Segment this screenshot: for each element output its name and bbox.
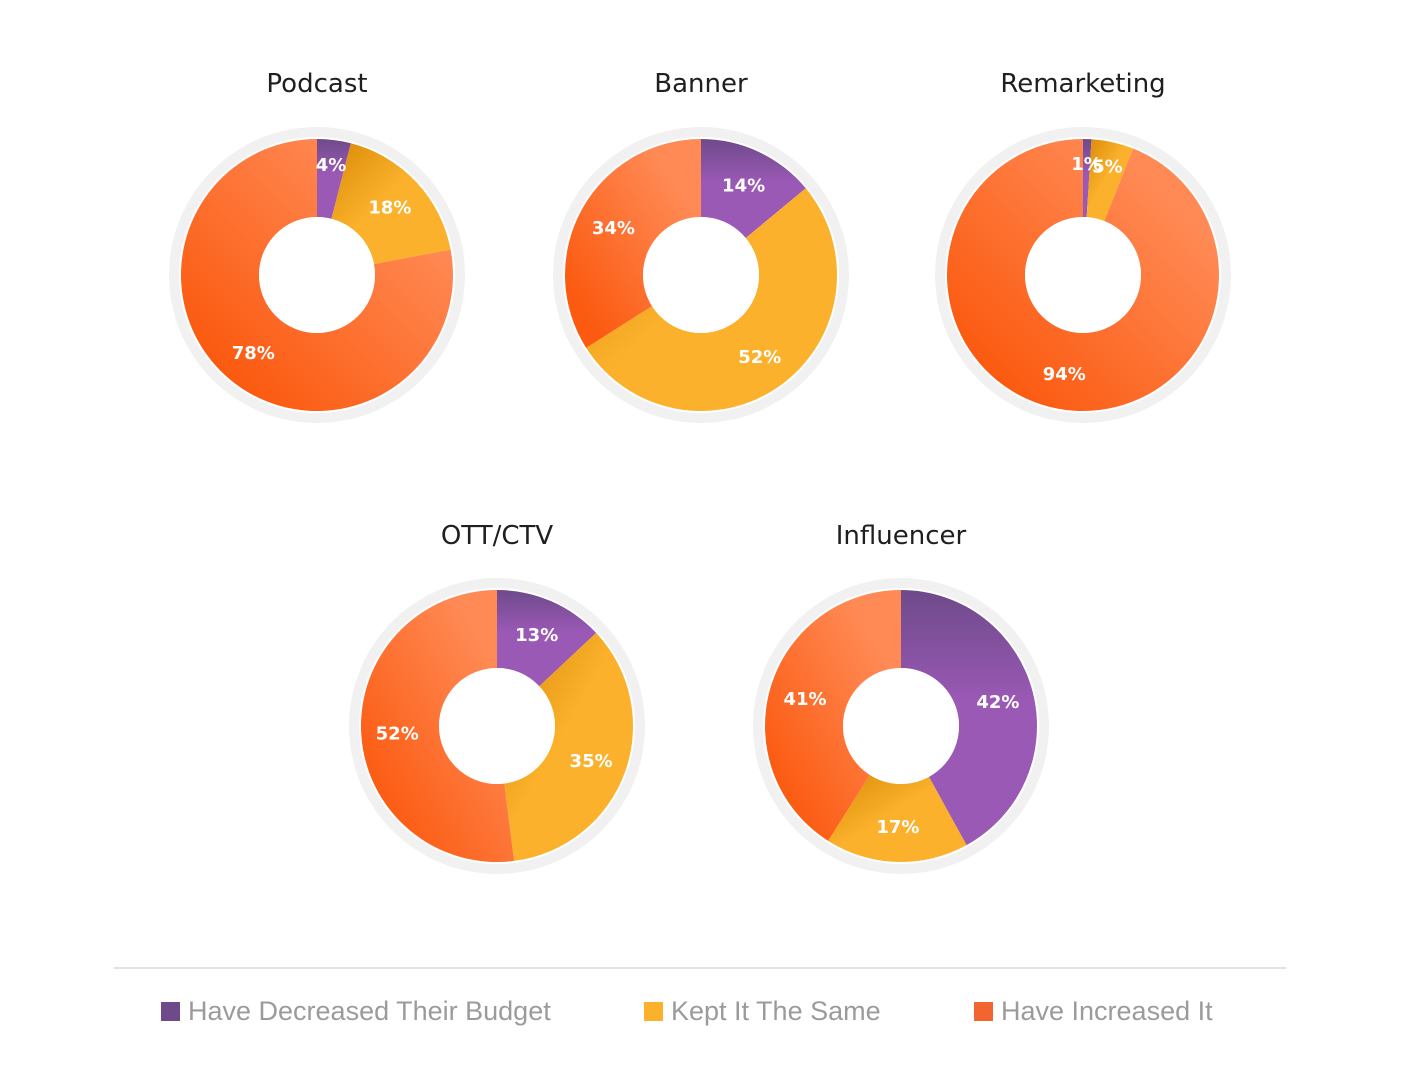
slice-banner-increased <box>565 139 701 348</box>
donut-chart-influencer: Influencer 42% 17% 41% <box>753 521 1049 874</box>
slice-label-banner-increased: 34% <box>592 218 635 239</box>
legend-item-same: Kept It The Same <box>644 996 881 1027</box>
slice-label-influencer-decreased: 42% <box>976 692 1019 713</box>
legend-item-increased: Have Increased It <box>974 996 1213 1027</box>
chart-title-podcast: Podcast <box>266 69 367 99</box>
slice-label-remarketing-decreased: 1% <box>1071 154 1102 175</box>
donut-hole-influencer <box>843 668 959 784</box>
slice-label-podcast-same: 18% <box>368 198 411 219</box>
donut-hole-remarketing <box>1025 217 1141 333</box>
slice-remarketing-decreased <box>1083 139 1092 218</box>
legend-label-decreased: Have Decreased Their Budget <box>188 996 551 1026</box>
slice-influencer-same <box>828 774 967 863</box>
slice-ott-ctv-increased <box>360 590 515 863</box>
slice-label-banner-same: 52% <box>738 347 781 368</box>
slice-label-ott-ctv-decreased: 13% <box>515 625 558 646</box>
slice-ott-ctv-decreased <box>497 590 597 687</box>
legend-divider <box>114 967 1286 969</box>
slice-podcast-decreased <box>317 139 351 219</box>
chart-title-banner: Banner <box>654 69 748 99</box>
donut-chart-banner: Banner 14% 52% 34% <box>553 69 849 423</box>
slice-label-remarketing-same: 5% <box>1092 157 1123 178</box>
slice-banner-same <box>586 188 838 412</box>
slice-label-ott-ctv-increased: 52% <box>376 723 419 744</box>
legend-swatch-same <box>644 1002 663 1021</box>
slice-label-influencer-same: 17% <box>876 817 919 838</box>
chart-title-remarketing: Remarketing <box>1000 69 1165 99</box>
chart-title-ott-ctv: OTT/CTV <box>441 521 554 551</box>
donut-hole-banner <box>643 217 759 333</box>
slice-label-banner-decreased: 14% <box>722 176 765 197</box>
slice-ott-ctv-same <box>504 632 633 861</box>
slice-remarketing-increased <box>947 139 1219 412</box>
legend-label-same: Kept It The Same <box>671 996 881 1026</box>
chart-title-influencer: Influencer <box>836 521 967 551</box>
donut-hole-podcast <box>259 217 375 333</box>
slice-podcast-increased <box>181 139 454 412</box>
legend-item-decreased: Have Decreased Their Budget <box>161 996 551 1027</box>
donut-chart-remarketing: Remarketing 1%5% 94% <box>935 69 1231 423</box>
slice-label-influencer-increased: 41% <box>783 689 826 710</box>
slice-influencer-decreased <box>901 590 1037 846</box>
legend-label-increased: Have Increased It <box>1001 996 1213 1026</box>
legend-swatch-decreased <box>161 1002 180 1021</box>
donut-chart-ott-ctv: OTT/CTV 13% 35% 52% <box>349 521 645 874</box>
legend-swatch-increased <box>974 1002 993 1021</box>
donut-hole-ott-ctv <box>439 668 555 784</box>
slice-banner-decreased <box>701 139 806 239</box>
slice-label-ott-ctv-same: 35% <box>570 751 613 772</box>
slice-remarketing-same <box>1086 139 1134 222</box>
slice-podcast-same <box>331 143 451 265</box>
donut-chart-podcast: Podcast 4% 18% 78% <box>169 69 465 423</box>
slice-influencer-increased <box>765 590 901 841</box>
slice-label-podcast-increased: 78% <box>232 343 275 364</box>
slice-label-remarketing-increased: 94% <box>1043 364 1086 385</box>
slice-label-podcast-decreased: 4% <box>316 155 347 176</box>
